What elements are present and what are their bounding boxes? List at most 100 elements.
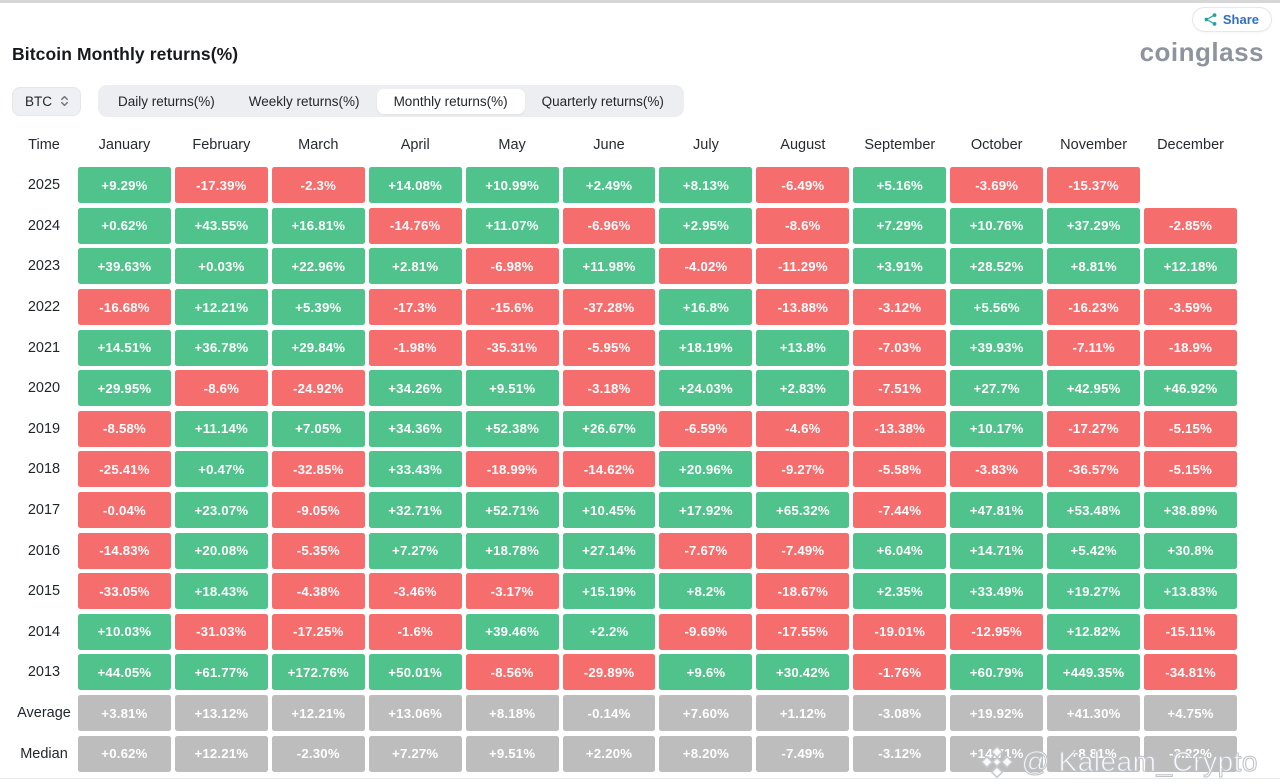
tab-daily-returns[interactable]: Daily returns(%) — [101, 89, 232, 114]
column-header-june: June — [593, 137, 625, 153]
column-header-september: September — [864, 137, 936, 153]
cell-2022-april: -17.3% — [367, 287, 464, 328]
cell-2016-february: +20.08% — [173, 530, 270, 571]
cell-2014-may: +39.46% — [464, 612, 561, 653]
row-label-2013: 2013 — [27, 664, 61, 681]
cell-2018-january: -25.41% — [76, 449, 173, 490]
cell-2023-december: +12.18% — [1142, 246, 1239, 287]
cell-2015-november: +19.27% — [1045, 571, 1142, 612]
cell-2017-january: -0.04% — [76, 490, 173, 531]
cell-2020-march: -24.92% — [270, 368, 367, 409]
cell-2019-november: -17.27% — [1045, 409, 1142, 450]
cell-2014-november: +12.82% — [1045, 612, 1142, 653]
cell-2013-october: +60.79% — [948, 652, 1045, 693]
cell-2013-december: -34.81% — [1142, 652, 1239, 693]
cell-2018-march: -32.85% — [270, 449, 367, 490]
cell-2023-september: +3.91% — [851, 246, 948, 287]
cell-2025-january: +9.29% — [76, 165, 173, 206]
chevron-up-down-icon — [59, 94, 70, 108]
cell-2016-december: +30.8% — [1142, 530, 1239, 571]
cell-2025-march: -2.3% — [270, 165, 367, 206]
tab-weekly-returns[interactable]: Weekly returns(%) — [232, 89, 377, 114]
cell-2020-december: +46.92% — [1142, 368, 1239, 409]
cell-2017-july: +17.92% — [657, 490, 754, 531]
cell-2025-october: -3.69% — [948, 165, 1045, 206]
cell-2024-november: +37.29% — [1045, 206, 1142, 247]
row-label-2019: 2019 — [27, 420, 61, 437]
cell-average-april: +13.06% — [367, 693, 464, 734]
cell-average-june: -0.14% — [561, 693, 658, 734]
tab-monthly-returns[interactable]: Monthly returns(%) — [376, 88, 525, 114]
cell-2013-january: +44.05% — [76, 652, 173, 693]
cell-2024-september: +7.29% — [851, 206, 948, 247]
cell-2021-october: +39.93% — [948, 327, 1045, 368]
row-label-2018: 2018 — [27, 461, 61, 478]
cell-2014-april: -1.6% — [367, 612, 464, 653]
row-label-median: Median — [20, 745, 68, 762]
cell-median-september: -3.12% — [851, 733, 948, 774]
column-header-november: November — [1060, 137, 1128, 153]
cell-2019-july: -6.59% — [657, 409, 754, 450]
column-header-october: October — [970, 137, 1023, 153]
cell-2015-january: -33.05% — [76, 571, 173, 612]
cell-2017-february: +23.07% — [173, 490, 270, 531]
cell-2017-march: -9.05% — [270, 490, 367, 531]
cell-median-january: +0.62% — [76, 733, 173, 774]
cell-median-february: +12.21% — [173, 733, 270, 774]
cell-2020-january: +29.95% — [76, 368, 173, 409]
cell-2022-december: -3.59% — [1142, 287, 1239, 328]
column-header-january: January — [98, 137, 151, 153]
cell-2020-october: +27.7% — [948, 368, 1045, 409]
cell-average-november: +41.30% — [1045, 693, 1142, 734]
cell-2013-march: +172.76% — [270, 652, 367, 693]
cell-2020-april: +34.26% — [367, 368, 464, 409]
cell-2021-march: +29.84% — [270, 327, 367, 368]
cell-2013-november: +449.35% — [1045, 652, 1142, 693]
cell-2025-june: +2.49% — [561, 165, 658, 206]
cell-median-december: -3.22% — [1142, 733, 1239, 774]
cell-2021-june: -5.95% — [561, 327, 658, 368]
row-label-2025: 2025 — [27, 177, 61, 194]
cell-2022-march: +5.39% — [270, 287, 367, 328]
cell-2018-april: +33.43% — [367, 449, 464, 490]
cell-2025-april: +14.08% — [367, 165, 464, 206]
cell-2021-december: -18.9% — [1142, 327, 1239, 368]
share-label: Share — [1222, 12, 1259, 27]
row-label-2024: 2024 — [27, 217, 61, 234]
cell-average-december: +4.75% — [1142, 693, 1239, 734]
cell-2022-june: -37.28% — [561, 287, 658, 328]
cell-2013-august: +30.42% — [754, 652, 851, 693]
cell-median-august: -7.49% — [754, 733, 851, 774]
cell-2013-february: +61.77% — [173, 652, 270, 693]
cell-2016-november: +5.42% — [1045, 530, 1142, 571]
share-button[interactable]: Share — [1191, 7, 1272, 32]
cell-2024-march: +16.81% — [270, 206, 367, 247]
column-header-april: April — [400, 137, 430, 153]
cell-average-august: +1.12% — [754, 693, 851, 734]
cell-2014-july: -9.69% — [657, 612, 754, 653]
cell-2015-may: -3.17% — [464, 571, 561, 612]
column-header-may: May — [498, 137, 526, 153]
cell-2024-june: -6.96% — [561, 206, 658, 247]
cell-2021-january: +14.51% — [76, 327, 173, 368]
tab-quarterly-returns[interactable]: Quarterly returns(%) — [525, 89, 681, 114]
cell-2016-august: -7.49% — [754, 530, 851, 571]
cell-2017-june: +10.45% — [561, 490, 658, 531]
cell-2019-february: +11.14% — [173, 409, 270, 450]
cell-2014-september: -19.01% — [851, 612, 948, 653]
cell-2017-november: +53.48% — [1045, 490, 1142, 531]
cell-2023-june: +11.98% — [561, 246, 658, 287]
row-label-2022: 2022 — [27, 299, 61, 316]
cell-average-march: +12.21% — [270, 693, 367, 734]
cell-2019-january: -8.58% — [76, 409, 173, 450]
cell-2022-may: -15.6% — [464, 287, 561, 328]
coin-selector[interactable]: BTC — [12, 86, 81, 116]
page-title: Bitcoin Monthly returns(%) — [12, 44, 239, 64]
cell-2024-february: +43.55% — [173, 206, 270, 247]
row-label-2014: 2014 — [27, 623, 61, 640]
cell-2024-may: +11.07% — [464, 206, 561, 247]
row-label-2016: 2016 — [27, 542, 61, 559]
cell-2014-march: -17.25% — [270, 612, 367, 653]
cell-2025-july: +8.13% — [657, 165, 754, 206]
